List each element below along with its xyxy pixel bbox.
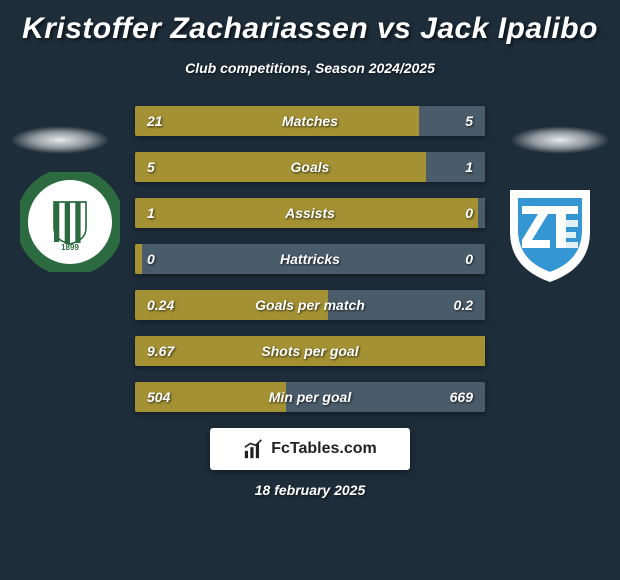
stat-value-right: 0.2 bbox=[454, 297, 473, 313]
player-left-placeholder bbox=[10, 126, 110, 154]
zte-badge-icon bbox=[500, 184, 600, 284]
stat-label: Shots per goal bbox=[135, 343, 485, 359]
club-badge-left: FERENCVÁROSI TORNA CLUB BPEST.IX.K. 1899 bbox=[20, 172, 120, 272]
stat-value-right: 0 bbox=[465, 251, 473, 267]
stat-label: Min per goal bbox=[135, 389, 485, 405]
stat-row: 504Min per goal669 bbox=[135, 382, 485, 412]
stat-label: Assists bbox=[135, 205, 485, 221]
chart-icon bbox=[243, 438, 265, 460]
stat-label: Matches bbox=[135, 113, 485, 129]
site-name: FcTables.com bbox=[271, 440, 377, 458]
stat-label: Hattricks bbox=[135, 251, 485, 267]
stat-row: 1Assists0 bbox=[135, 198, 485, 228]
stat-value-right: 0 bbox=[465, 205, 473, 221]
stat-row: 0Hattricks0 bbox=[135, 244, 485, 274]
stat-row: 21Matches5 bbox=[135, 106, 485, 136]
stat-table: 21Matches55Goals11Assists00Hattricks00.2… bbox=[135, 106, 485, 412]
comparison-subtitle: Club competitions, Season 2024/2025 bbox=[0, 60, 620, 76]
stat-label: Goals per match bbox=[135, 297, 485, 313]
stat-row: 9.67Shots per goal bbox=[135, 336, 485, 366]
comparison-title: Kristoffer Zachariassen vs Jack Ipalibo bbox=[0, 0, 620, 46]
stat-row: 5Goals1 bbox=[135, 152, 485, 182]
stat-value-right: 669 bbox=[450, 389, 473, 405]
comparison-date: 18 february 2025 bbox=[0, 482, 620, 498]
site-logo: FcTables.com bbox=[210, 428, 410, 470]
stat-value-right: 1 bbox=[465, 159, 473, 175]
stat-row: 0.24Goals per match0.2 bbox=[135, 290, 485, 320]
stat-value-right: 5 bbox=[465, 113, 473, 129]
stat-label: Goals bbox=[135, 159, 485, 175]
ferencvaros-badge-icon: FERENCVÁROSI TORNA CLUB BPEST.IX.K. 1899 bbox=[20, 172, 120, 272]
club-badge-right bbox=[500, 184, 600, 284]
svg-text:1899: 1899 bbox=[61, 243, 79, 252]
player-right-placeholder bbox=[510, 126, 610, 154]
